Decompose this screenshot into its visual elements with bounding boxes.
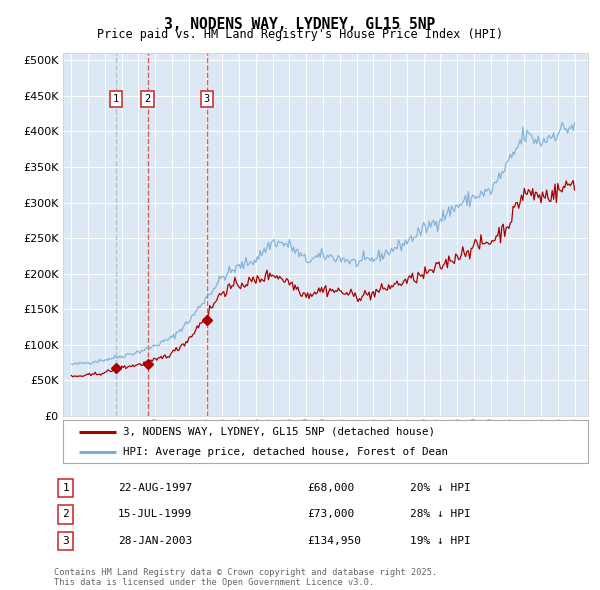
Text: Price paid vs. HM Land Registry's House Price Index (HPI): Price paid vs. HM Land Registry's House … bbox=[97, 28, 503, 41]
Text: 3, NODENS WAY, LYDNEY, GL15 5NP (detached house): 3, NODENS WAY, LYDNEY, GL15 5NP (detache… bbox=[124, 427, 436, 437]
Text: 28% ↓ HPI: 28% ↓ HPI bbox=[410, 509, 470, 519]
Text: 2: 2 bbox=[145, 94, 151, 104]
Text: 3, NODENS WAY, LYDNEY, GL15 5NP: 3, NODENS WAY, LYDNEY, GL15 5NP bbox=[164, 17, 436, 31]
Text: 1: 1 bbox=[113, 94, 119, 104]
Text: 3: 3 bbox=[203, 94, 210, 104]
Text: 28-JAN-2003: 28-JAN-2003 bbox=[118, 536, 193, 546]
Text: HPI: Average price, detached house, Forest of Dean: HPI: Average price, detached house, Fore… bbox=[124, 447, 448, 457]
Text: Contains HM Land Registry data © Crown copyright and database right 2025.
This d: Contains HM Land Registry data © Crown c… bbox=[54, 568, 437, 587]
Text: 15-JUL-1999: 15-JUL-1999 bbox=[118, 509, 193, 519]
Text: 19% ↓ HPI: 19% ↓ HPI bbox=[410, 536, 470, 546]
Text: £68,000: £68,000 bbox=[307, 483, 355, 493]
Text: £134,950: £134,950 bbox=[307, 536, 361, 546]
Text: £73,000: £73,000 bbox=[307, 509, 355, 519]
Text: 3: 3 bbox=[62, 536, 69, 546]
Text: 20% ↓ HPI: 20% ↓ HPI bbox=[410, 483, 470, 493]
Text: 22-AUG-1997: 22-AUG-1997 bbox=[118, 483, 193, 493]
Text: 1: 1 bbox=[62, 483, 69, 493]
Text: 2: 2 bbox=[62, 509, 69, 519]
